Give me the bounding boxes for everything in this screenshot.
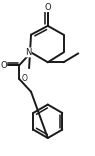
Text: O: O	[44, 3, 51, 12]
Text: O: O	[21, 74, 27, 83]
Text: O: O	[0, 61, 7, 70]
Text: N: N	[25, 48, 31, 57]
